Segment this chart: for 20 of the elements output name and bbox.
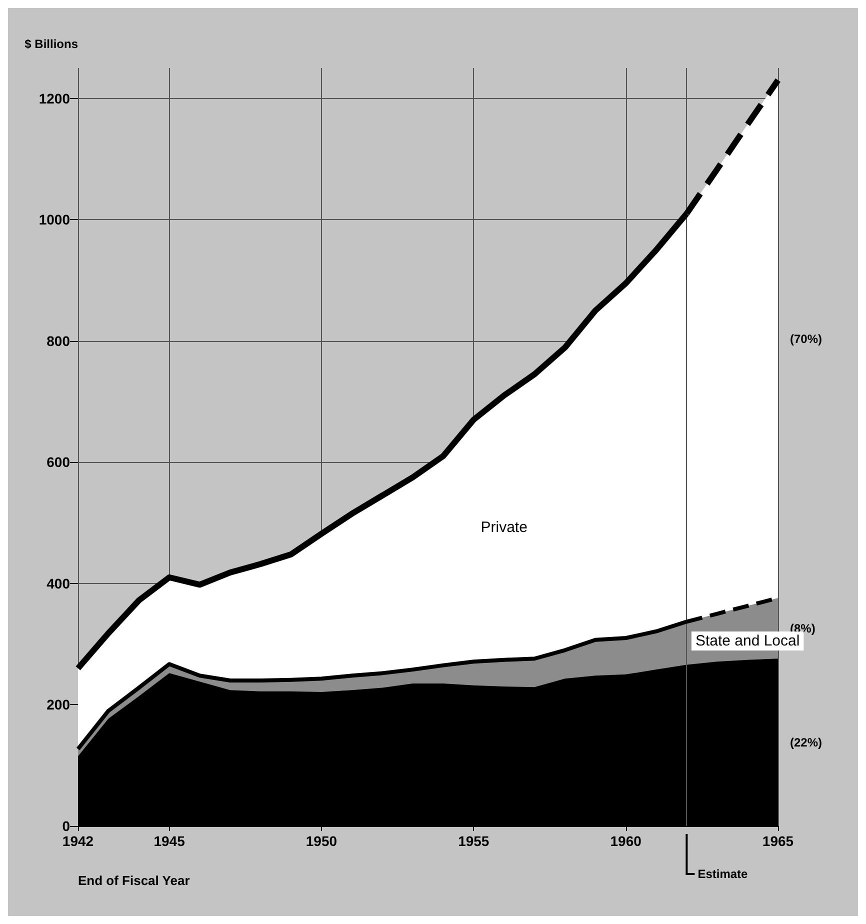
y-tick-label: 600 <box>46 454 70 470</box>
x-tick-label: 1965 <box>762 833 794 849</box>
y-tick-label: 800 <box>46 332 70 349</box>
y-axis-title: $ Billions <box>24 37 78 51</box>
text: (70%) <box>790 332 822 346</box>
x-tick-label: 1945 <box>154 833 186 849</box>
x-axis-title: End of Fiscal Year <box>78 873 190 888</box>
x-tick-label: 1955 <box>458 833 490 849</box>
series-label: State and Local <box>695 632 800 650</box>
x-tick-label: 1942 <box>62 833 94 849</box>
y-tick-label: 0 <box>62 818 70 834</box>
y-tick-label: 1200 <box>38 90 70 106</box>
y-tick-label: 1000 <box>38 212 70 228</box>
x-tick-label: 1950 <box>306 833 338 849</box>
series-label: Private <box>480 519 528 536</box>
x-tick-label: 1960 <box>610 833 642 849</box>
text: (22%) <box>790 735 822 750</box>
y-tick-label: 400 <box>46 575 70 592</box>
y-tick-label: 200 <box>46 696 70 713</box>
ref-line-label: Estimate <box>698 867 748 881</box>
